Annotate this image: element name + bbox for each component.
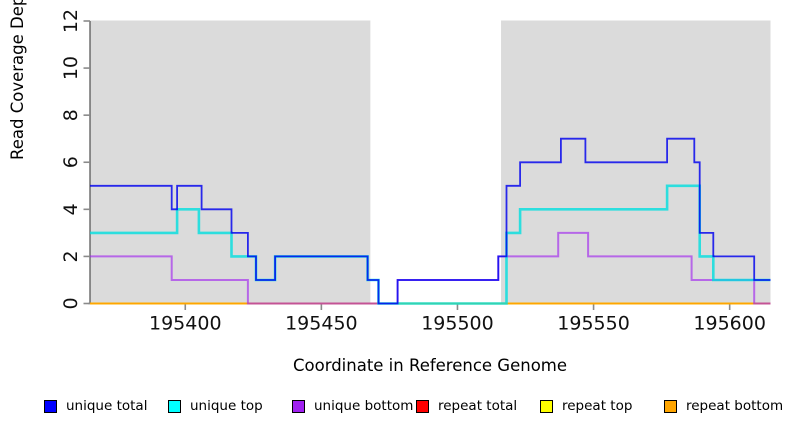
y-tick-label: 12 bbox=[60, 9, 82, 33]
legend-label: repeat bottom bbox=[686, 398, 784, 414]
legend-item-repeat-bottom: repeat bottom bbox=[664, 398, 788, 414]
legend-item-repeat-total: repeat total bbox=[416, 398, 540, 414]
x-tick-label: 195400 bbox=[149, 313, 222, 335]
y-tick-label: 10 bbox=[60, 56, 82, 80]
legend-swatch-repeat-top-icon bbox=[540, 399, 553, 413]
y-tick-label: 6 bbox=[60, 156, 82, 168]
legend-item-unique-top: unique top bbox=[168, 398, 292, 414]
legend-swatch-unique-bottom-icon bbox=[292, 399, 305, 413]
y-tick-label: 4 bbox=[60, 203, 82, 215]
legend-label: repeat top bbox=[562, 398, 633, 414]
legend-label: unique bottom bbox=[314, 398, 414, 414]
x-tick-label: 195600 bbox=[693, 313, 766, 335]
x-axis-title: Coordinate in Reference Genome bbox=[292, 356, 568, 375]
plot-canvas: 195400 195450 195500 195550 195600 0 2 4 6 8 10 12 bbox=[60, 9, 771, 335]
legend-item-unique-total: unique total bbox=[44, 398, 168, 414]
series-line-unique-total bbox=[90, 137, 771, 305]
legend-label: repeat total bbox=[438, 398, 518, 414]
legend-label: unique top bbox=[190, 398, 263, 414]
legend-swatch-repeat-total-icon bbox=[416, 399, 429, 413]
x-tick-label: 195500 bbox=[421, 313, 494, 335]
legend-item-unique-bottom: unique bottom bbox=[292, 398, 416, 414]
legend-swatch-unique-top-icon bbox=[168, 399, 181, 413]
y-tick-label: 2 bbox=[60, 250, 82, 262]
series-line-unique-bottom bbox=[90, 231, 771, 305]
x-tick-label: 195550 bbox=[557, 313, 630, 335]
legend-label: unique total bbox=[66, 398, 148, 414]
chart-legend: unique total unique top unique bottom re… bbox=[44, 398, 788, 414]
x-tick-label: 195450 bbox=[285, 313, 358, 335]
legend-swatch-unique-total-icon bbox=[44, 399, 57, 413]
y-tick-label: 8 bbox=[60, 109, 82, 121]
legend-item-repeat-top: repeat top bbox=[540, 398, 664, 414]
y-tick-label: 0 bbox=[60, 297, 82, 309]
legend-swatch-repeat-bottom-icon bbox=[664, 399, 677, 413]
repeat-region-left bbox=[90, 20, 371, 304]
